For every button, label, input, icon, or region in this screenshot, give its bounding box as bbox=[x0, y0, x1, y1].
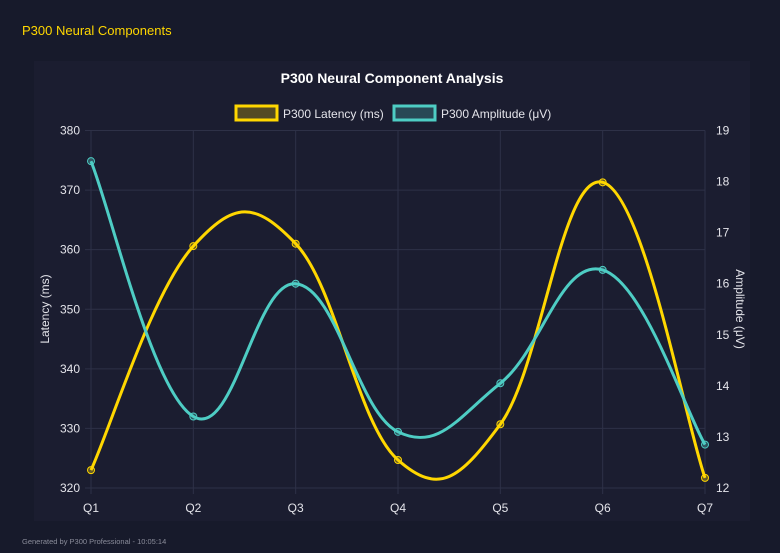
series-line-amplitude bbox=[89, 160, 707, 446]
data-point-amplitude bbox=[87, 157, 95, 166]
data-point-latency bbox=[701, 473, 709, 482]
data-point-latency bbox=[189, 242, 198, 251]
data-point-latency bbox=[598, 178, 607, 187]
y2-tick-label: 14 bbox=[716, 379, 730, 393]
data-point-amplitude bbox=[189, 412, 198, 421]
chart-panel bbox=[34, 61, 750, 521]
data-point-latency bbox=[291, 239, 300, 248]
x-tick-label: Q5 bbox=[492, 501, 508, 515]
y2-axis-label: Amplitude (μV) bbox=[733, 269, 747, 349]
x-tick-label: Q4 bbox=[390, 501, 406, 515]
x-tick-label: Q2 bbox=[185, 501, 201, 515]
y2-tick-label: 16 bbox=[716, 277, 730, 291]
y2-tick-label: 13 bbox=[716, 430, 730, 444]
legend-label: P300 Amplitude (μV) bbox=[441, 107, 551, 121]
x-tick-label: Q6 bbox=[595, 501, 611, 515]
y2-tick-label: 12 bbox=[716, 481, 730, 495]
x-tick-label: Q3 bbox=[288, 501, 304, 515]
y2-tick-label: 19 bbox=[716, 124, 730, 138]
data-point-amplitude bbox=[496, 379, 505, 388]
y2-tick-label: 17 bbox=[716, 226, 730, 240]
data-point-amplitude bbox=[394, 427, 402, 436]
data-point-amplitude bbox=[598, 265, 607, 274]
y-tick-label: 380 bbox=[60, 124, 80, 138]
data-point-amplitude bbox=[701, 440, 709, 449]
data-point-latency bbox=[394, 455, 402, 464]
data-point-amplitude bbox=[291, 279, 300, 288]
y2-tick-label: 18 bbox=[716, 175, 730, 189]
y-tick-label: 350 bbox=[60, 302, 80, 316]
y2-tick-label: 15 bbox=[716, 328, 730, 342]
y-tick-label: 360 bbox=[60, 243, 80, 257]
page-title: P300 Neural Components bbox=[22, 23, 172, 38]
legend-swatch bbox=[392, 104, 437, 122]
y-tick-label: 330 bbox=[60, 421, 80, 435]
y-tick-label: 370 bbox=[60, 183, 80, 197]
chart-title: P300 Neural Component Analysis bbox=[281, 70, 504, 86]
footer-text: Generated by P300 Professional - 10:05:1… bbox=[22, 537, 167, 546]
y-axis-label: Latency (ms) bbox=[38, 274, 52, 343]
x-tick-label: Q1 bbox=[83, 501, 99, 515]
data-point-latency bbox=[496, 420, 505, 429]
series-line-latency bbox=[89, 180, 707, 481]
legend-label: P300 Latency (ms) bbox=[283, 107, 384, 121]
legend-swatch bbox=[234, 104, 279, 122]
data-point-latency bbox=[87, 466, 95, 475]
x-tick-label: Q7 bbox=[697, 501, 713, 515]
y-tick-label: 340 bbox=[60, 362, 80, 376]
y-tick-label: 320 bbox=[60, 481, 80, 495]
